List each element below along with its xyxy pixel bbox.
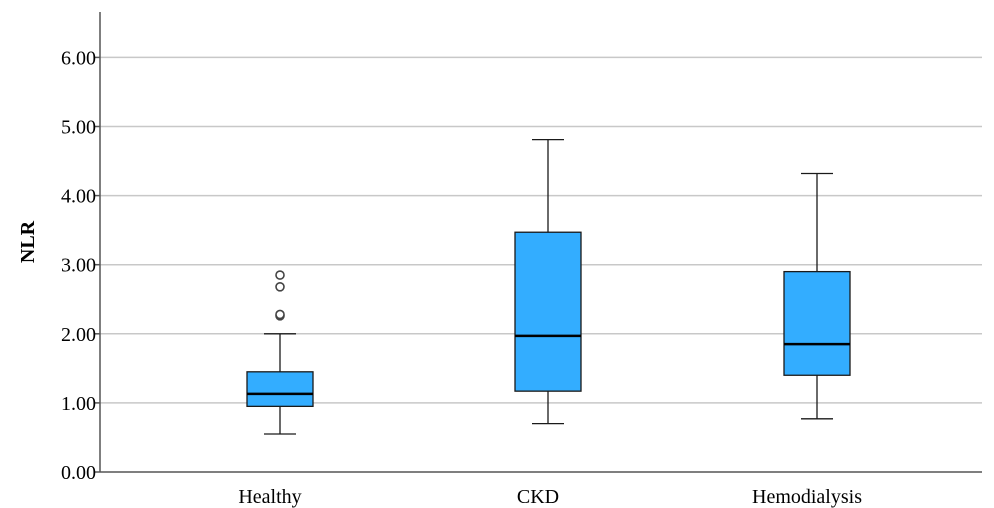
y-tick-label: 6.00 bbox=[61, 47, 96, 69]
iqr-box bbox=[514, 231, 582, 392]
x-tick-label: Healthy bbox=[238, 486, 301, 508]
iqr-box bbox=[783, 270, 851, 376]
y-tick-label: 1.00 bbox=[61, 393, 96, 415]
labels: 0.00 1.00 2.00 3.00 4.00 5.00 6.00 Healthy CKD He… bbox=[61, 47, 862, 508]
outlier-point bbox=[275, 309, 285, 320]
boxes bbox=[246, 138, 851, 435]
outlier-point bbox=[275, 282, 285, 292]
y-tick-label: 5.00 bbox=[61, 117, 96, 139]
y-tick-label: 3.00 bbox=[61, 255, 96, 277]
iqr-box bbox=[246, 371, 314, 408]
y-tick-label: 2.00 bbox=[61, 324, 96, 346]
y-axis-title: NLR bbox=[17, 220, 39, 263]
box-healthy bbox=[246, 270, 314, 435]
box-ckd bbox=[514, 138, 582, 425]
y-tick-label: 0.00 bbox=[61, 462, 96, 484]
outlier-point bbox=[275, 270, 285, 280]
axes bbox=[94, 12, 982, 473]
y-tick-label: 4.00 bbox=[61, 186, 96, 208]
x-tick-label: Hemodialysis bbox=[752, 486, 862, 508]
box-hemodialysis bbox=[783, 172, 851, 420]
x-tick-label: CKD bbox=[517, 486, 559, 508]
